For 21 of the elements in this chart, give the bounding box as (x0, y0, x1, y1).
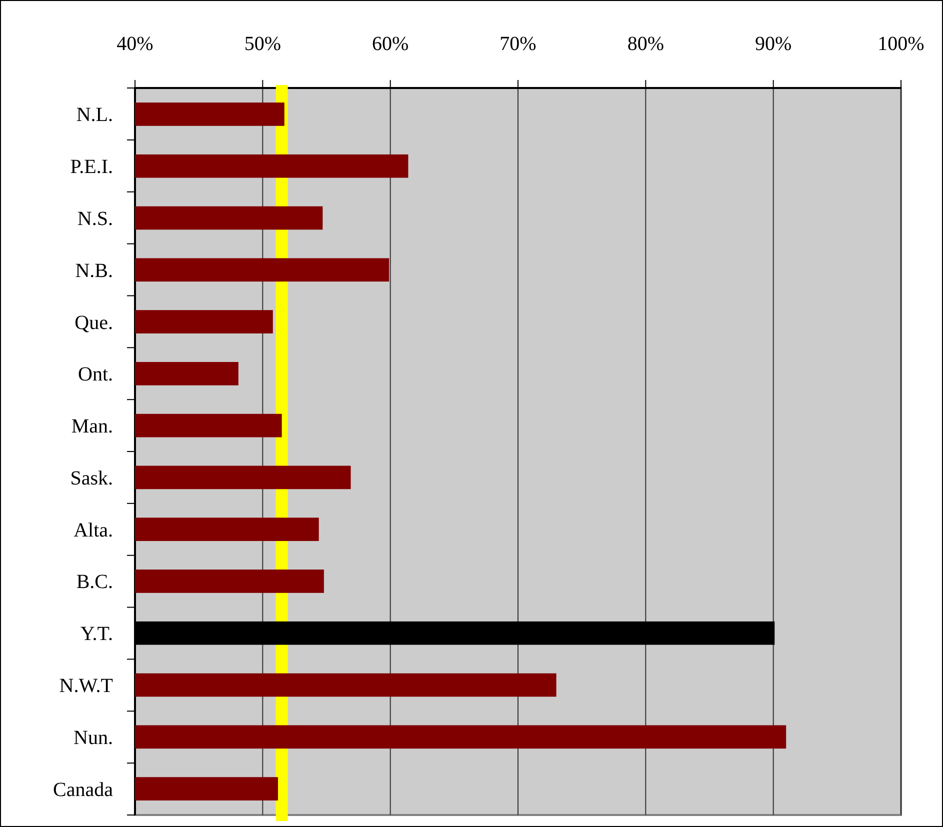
y-tick-label: Nun. (74, 726, 113, 749)
y-tick-label: N.S. (77, 208, 113, 230)
y-tick-label: B.C. (76, 571, 113, 594)
y-tick-label: Ont. (78, 364, 113, 386)
x-tick-label: 70% (500, 33, 536, 55)
x-tick-label: 40% (116, 33, 154, 55)
x-tick-label: 100% (878, 33, 924, 55)
y-tick-label: N.L. (76, 104, 113, 126)
y-tick-label: Alta. (74, 519, 113, 542)
y-tick-label: Y.T. (80, 623, 113, 646)
x-tick-label: 90% (754, 33, 792, 55)
y-tick-label: N.B. (75, 260, 113, 282)
x-tick-label: 50% (244, 33, 282, 55)
y-tick-label: Man. (71, 416, 113, 438)
y-tick-label: Que. (74, 312, 113, 334)
x-tick-label: 80% (627, 33, 664, 55)
x-tick-label: 60% (372, 33, 409, 55)
y-tick-label: Sask. (70, 467, 113, 490)
y-tick-label: Canada (53, 778, 114, 801)
y-tick-label: P.E.I. (70, 156, 113, 178)
y-tick-label: N.W.T (59, 675, 113, 698)
